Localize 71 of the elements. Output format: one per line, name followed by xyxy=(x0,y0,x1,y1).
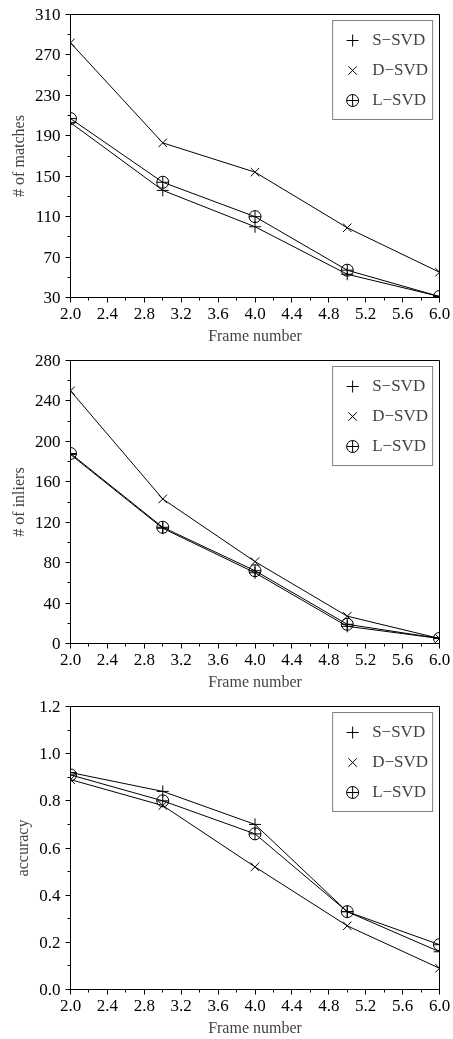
y-tick-label: 0.4 xyxy=(39,885,61,905)
x-tick-label: 3.2 xyxy=(170,303,192,323)
y-tick-label: 110 xyxy=(35,207,61,227)
x-tick-label: 2.8 xyxy=(133,995,155,1015)
x-tick-label: 2.8 xyxy=(133,303,155,323)
y-tick-label: 80 xyxy=(43,553,61,573)
y-tick-label: 230 xyxy=(35,85,61,105)
y-tick-label: 280 xyxy=(35,351,61,370)
x-tick-label: 6.0 xyxy=(428,649,451,669)
x-tick-label: 2.0 xyxy=(59,995,82,1015)
x-tick-label: 4.8 xyxy=(318,995,340,1015)
x-tick-label: 4.4 xyxy=(281,303,304,323)
y-tick-label: 40 xyxy=(43,593,61,613)
y-tick-label: 0.0 xyxy=(39,980,61,999)
y-tick-label: 200 xyxy=(35,431,61,451)
legend-label: D−SVD xyxy=(372,751,428,773)
legend-label: S−SVD xyxy=(372,375,426,397)
x-tick-label: 5.2 xyxy=(355,303,377,323)
x-tick-label: 3.2 xyxy=(170,995,192,1015)
x-tick-label: 3.6 xyxy=(207,995,229,1015)
x-axis-title: Frame number xyxy=(208,326,303,344)
y-axis-title: # of matches xyxy=(10,115,27,197)
y-tick-label: 1.2 xyxy=(39,697,61,716)
x-tick-label: 2.0 xyxy=(59,649,82,669)
x-tick-label: 4.0 xyxy=(244,303,266,323)
x-tick-label: 4.4 xyxy=(281,995,304,1015)
y-tick-label: 0 xyxy=(52,634,61,653)
x-tick-label: 4.0 xyxy=(244,995,266,1015)
legend-label: D−SVD xyxy=(372,59,428,81)
y-tick-label: 160 xyxy=(35,472,61,492)
x-tick-label: 5.2 xyxy=(355,649,377,669)
y-tick-label: 190 xyxy=(35,126,61,146)
x-axis-title: Frame number xyxy=(208,1018,303,1036)
x-tick-label: 4.8 xyxy=(318,303,340,323)
x-tick-label: 2.4 xyxy=(96,303,119,323)
y-tick-label: 1.0 xyxy=(39,744,61,764)
x-tick-label: 3.2 xyxy=(170,649,192,669)
legend-label: D−SVD xyxy=(372,405,428,427)
legend-label: S−SVD xyxy=(372,29,426,51)
y-tick-label: 0.6 xyxy=(39,838,61,858)
y-tick-label: 30 xyxy=(43,288,61,307)
x-tick-label: 4.8 xyxy=(318,649,340,669)
x-tick-label: 6.0 xyxy=(428,303,451,323)
x-tick-label: 5.6 xyxy=(391,649,414,669)
x-tick-label: 4.0 xyxy=(244,649,266,669)
x-tick-label: 2.4 xyxy=(96,995,119,1015)
x-tick-label: 3.6 xyxy=(207,303,229,323)
x-tick-label: 3.6 xyxy=(207,649,229,669)
y-tick-label: 310 xyxy=(35,5,61,24)
x-tick-label: 6.0 xyxy=(428,995,451,1015)
y-tick-label: 240 xyxy=(35,391,61,411)
y-tick-label: 0.2 xyxy=(39,932,61,952)
legend-label: L−SVD xyxy=(372,435,427,457)
y-tick-label: 120 xyxy=(35,512,61,532)
y-tick-label: 270 xyxy=(35,45,61,65)
x-tick-label: 2.8 xyxy=(133,649,155,669)
legend-label: S−SVD xyxy=(372,721,426,743)
y-tick-label: 150 xyxy=(35,166,61,186)
legend-label: L−SVD xyxy=(372,89,427,111)
x-tick-label: 4.4 xyxy=(281,649,304,669)
x-tick-label: 2.0 xyxy=(59,303,82,323)
y-tick-label: 70 xyxy=(43,247,61,267)
x-axis-title: Frame number xyxy=(208,672,303,690)
y-tick-label: 0.8 xyxy=(39,791,61,811)
x-tick-label: 5.6 xyxy=(391,303,414,323)
x-tick-label: 5.2 xyxy=(355,995,377,1015)
legend-label: L−SVD xyxy=(372,781,427,803)
y-axis-title: accuracy xyxy=(14,819,33,877)
y-axis-title: # of inliers xyxy=(10,467,27,537)
x-tick-label: 5.6 xyxy=(391,995,414,1015)
x-tick-label: 2.4 xyxy=(96,649,119,669)
